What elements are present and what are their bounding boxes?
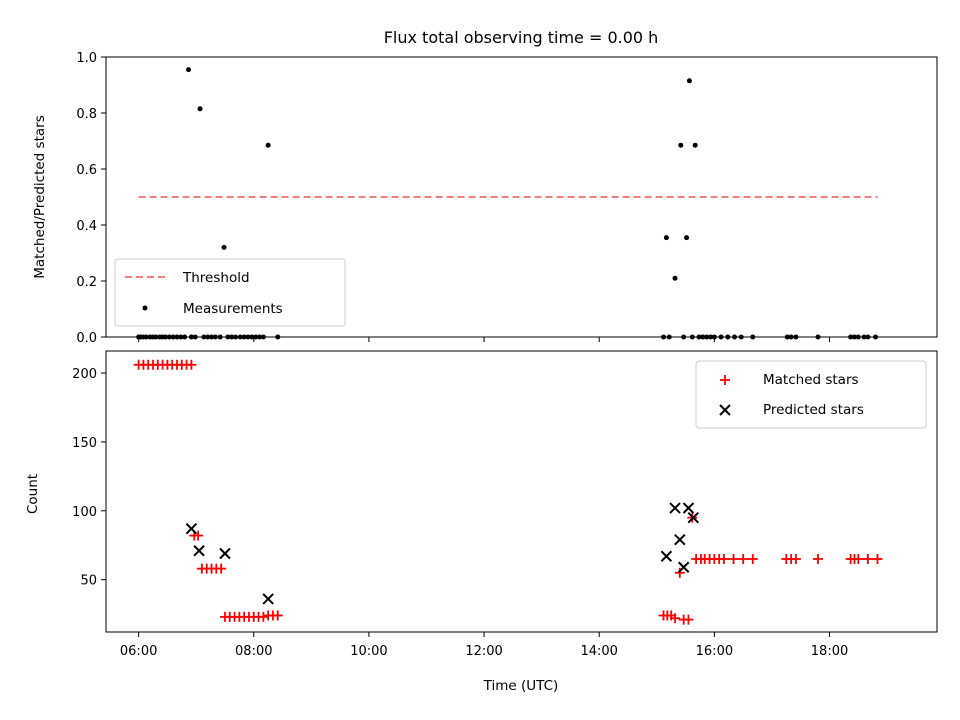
measurement-point (663, 235, 669, 241)
top-panel: Flux total observing time = 0.00 h 0.00.… (32, 28, 938, 346)
predicted-star-point (674, 534, 686, 546)
top-legend-box (114, 258, 346, 327)
measurement-point (197, 106, 203, 112)
matched-star-point (674, 567, 685, 578)
matched-star-point (813, 553, 824, 564)
matched-star-point (272, 610, 283, 621)
predicted-star-point (219, 547, 231, 560)
measurement-point (672, 275, 678, 281)
matched-star-point (718, 553, 729, 564)
matched-star-point (728, 553, 739, 564)
measurement-point (221, 244, 227, 250)
top-y-axis: 0.0 0.2 0.4 0.6 0.8 1.0 (76, 51, 106, 346)
legend-matched-label: Matched stars (763, 372, 859, 388)
bottom-panel: 50 100 150 200 06:00 08:00 10:00 12:00 14:00 16:… (25, 350, 938, 694)
predicted-star-point (185, 522, 198, 535)
bottom-legend-box (695, 360, 927, 429)
matched-star-point (872, 553, 883, 564)
predicted-star-point (262, 593, 274, 605)
top-legend: Threshold Measurements (114, 258, 346, 327)
legend-x-marker (719, 404, 731, 416)
y-tick-label: 50 (80, 574, 97, 589)
legend-predicted-swatch (719, 404, 731, 416)
predicted-star-point (677, 561, 690, 573)
bottom-y-axis: 50 100 150 200 (72, 367, 106, 589)
top-axes-frame (105, 56, 938, 338)
predicted-star-point (687, 511, 699, 524)
y-tick-label: 100 (72, 505, 97, 520)
top-x-axis (138, 337, 831, 342)
bottom-legend: Matched stars Predicted stars (695, 360, 927, 429)
matched-star-point (862, 553, 873, 564)
measurement-point (186, 67, 192, 73)
predicted-star-point (193, 545, 205, 557)
measurement-point (265, 142, 271, 148)
x-tick-label: 06:00 (120, 644, 157, 659)
bottom-x-axis: 06:00 08:00 10:00 12:00 14:00 16:00 18:00 (120, 632, 848, 659)
bottom-y-axis-label: Count (25, 474, 41, 514)
matched-star-point (193, 530, 204, 541)
y-tick-label: 200 (72, 367, 97, 382)
y-tick-label: 0.2 (76, 275, 97, 290)
predicted-star-point (682, 502, 695, 514)
matched-star-point (670, 613, 681, 624)
predicted-star-point (660, 550, 673, 562)
measurement-point (684, 235, 690, 241)
y-tick-label: 0.6 (76, 163, 97, 178)
legend-matched-swatch (720, 375, 730, 385)
legend-predicted-label: Predicted stars (763, 402, 864, 418)
chart-title: Flux total observing time = 0.00 h (384, 28, 659, 47)
bottom-x-axis-label: Time (UTC) (483, 678, 559, 694)
measurement-point (678, 142, 684, 148)
y-tick-label: 0.8 (76, 107, 97, 122)
x-tick-label: 12:00 (465, 644, 502, 659)
x-tick-label: 08:00 (235, 644, 272, 659)
legend-plus-marker (720, 375, 730, 385)
x-tick-label: 14:00 (580, 644, 617, 659)
legend-threshold-label: Threshold (182, 270, 250, 286)
y-tick-label: 0.0 (76, 331, 97, 346)
x-tick-label: 18:00 (811, 644, 848, 659)
legend-measurement-swatch (142, 305, 148, 311)
matched-star-point (258, 611, 269, 622)
matched-star-point (738, 553, 749, 564)
matched-star-point (216, 563, 227, 574)
matched-star-point (186, 359, 197, 370)
predicted-star-point (669, 502, 681, 514)
matched-star-point (853, 553, 864, 564)
top-y-axis-label: Matched/Predicted stars (32, 115, 48, 278)
bottom-axes-frame (105, 350, 938, 633)
y-tick-label: 150 (72, 436, 97, 451)
x-tick-label: 10:00 (350, 644, 387, 659)
y-tick-label: 0.4 (76, 219, 97, 234)
measurement-point (692, 142, 698, 148)
matched-star-point (747, 553, 758, 564)
y-tick-label: 1.0 (76, 51, 97, 66)
measurement-point (686, 78, 692, 84)
matched-star-point (790, 553, 801, 564)
matched-star-point (683, 614, 694, 625)
bottom-plot-area (133, 359, 883, 625)
legend-measurements-label: Measurements (183, 301, 283, 317)
x-tick-label: 16:00 (696, 644, 733, 659)
